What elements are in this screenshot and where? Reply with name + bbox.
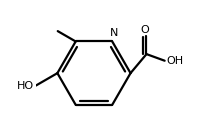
Text: N: N bbox=[109, 28, 118, 38]
Text: O: O bbox=[141, 25, 150, 34]
Text: HO: HO bbox=[17, 81, 34, 91]
Text: OH: OH bbox=[167, 56, 184, 66]
